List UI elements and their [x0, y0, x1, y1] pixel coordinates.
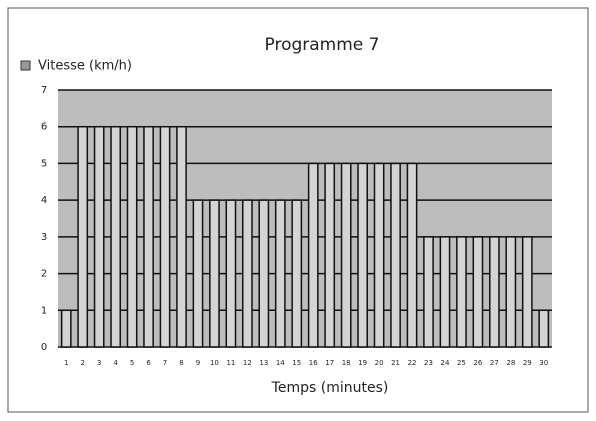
x-tick-label: 14 — [276, 359, 285, 367]
bar — [357, 162, 368, 348]
x-tick-label: 4 — [113, 359, 118, 367]
bar — [291, 199, 303, 348]
x-tick-label: 23 — [424, 359, 433, 367]
bar — [274, 199, 286, 348]
x-tick-label: 12 — [243, 359, 252, 367]
y-tick-label: 0 — [41, 342, 47, 353]
bar — [472, 236, 484, 348]
bar — [209, 199, 220, 348]
bar — [77, 125, 89, 348]
bar — [242, 199, 253, 348]
bar — [423, 236, 434, 348]
x-tick-label: 24 — [441, 359, 450, 367]
y-tick-label: 6 — [41, 122, 47, 133]
y-tick-label: 1 — [41, 305, 47, 316]
bar — [505, 236, 517, 348]
y-tick-label: 5 — [41, 158, 47, 169]
bar — [192, 199, 204, 348]
x-tick-label: 19 — [358, 359, 367, 367]
bar — [324, 162, 336, 348]
x-tick-label: 29 — [523, 359, 532, 367]
legend-label: Vitesse (km/h) — [38, 59, 132, 74]
x-tick-label: 2 — [80, 359, 84, 367]
x-tick-label: 20 — [375, 359, 384, 367]
x-tick-label: 15 — [292, 359, 301, 367]
chart-title: Programme 7 — [265, 35, 380, 55]
x-tick-label: 26 — [473, 359, 482, 367]
x-tick-label: 27 — [490, 359, 499, 367]
legend-swatch — [20, 60, 31, 71]
x-tick-label: 13 — [259, 359, 268, 367]
x-axis-title: Temps (minutes) — [271, 380, 389, 396]
x-tick-label: 17 — [325, 359, 334, 367]
bar — [225, 199, 237, 348]
bar — [126, 125, 138, 348]
y-tick-label: 7 — [41, 85, 47, 96]
bar — [143, 125, 154, 348]
y-tick-label: 4 — [41, 195, 47, 206]
x-tick-label: 22 — [408, 359, 417, 367]
x-tick-label: 21 — [391, 359, 400, 367]
bar — [176, 125, 187, 348]
bar — [258, 199, 270, 348]
x-tick-label: 6 — [146, 359, 151, 367]
x-tick-label: 16 — [309, 359, 318, 367]
y-tick-label: 2 — [41, 269, 47, 280]
x-tick-label: 28 — [506, 359, 515, 367]
bar — [521, 236, 533, 348]
y-tick-label: 3 — [41, 232, 47, 243]
x-tick-label: 3 — [97, 359, 101, 367]
x-tick-label: 1 — [64, 359, 68, 367]
x-tick-label: 25 — [457, 359, 466, 367]
bar — [439, 236, 451, 348]
bar — [390, 162, 401, 348]
bar — [307, 162, 319, 348]
bar — [373, 162, 385, 348]
bar — [489, 236, 500, 348]
bar — [538, 309, 550, 348]
bar — [159, 125, 171, 348]
plot-area — [58, 90, 552, 347]
bar — [340, 162, 352, 348]
x-tick-label: 9 — [196, 359, 200, 367]
bar — [60, 309, 72, 348]
bar — [406, 162, 418, 348]
x-tick-label: 8 — [179, 359, 183, 367]
x-tick-label: 11 — [226, 359, 235, 367]
x-tick-label: 18 — [342, 359, 351, 367]
x-tick-label: 30 — [539, 359, 548, 367]
x-tick-label: 7 — [163, 359, 167, 367]
x-tick-label: 10 — [210, 359, 219, 367]
bar — [456, 236, 467, 348]
bar — [110, 125, 121, 348]
x-tick-label: 5 — [130, 359, 134, 367]
bar — [93, 125, 105, 348]
